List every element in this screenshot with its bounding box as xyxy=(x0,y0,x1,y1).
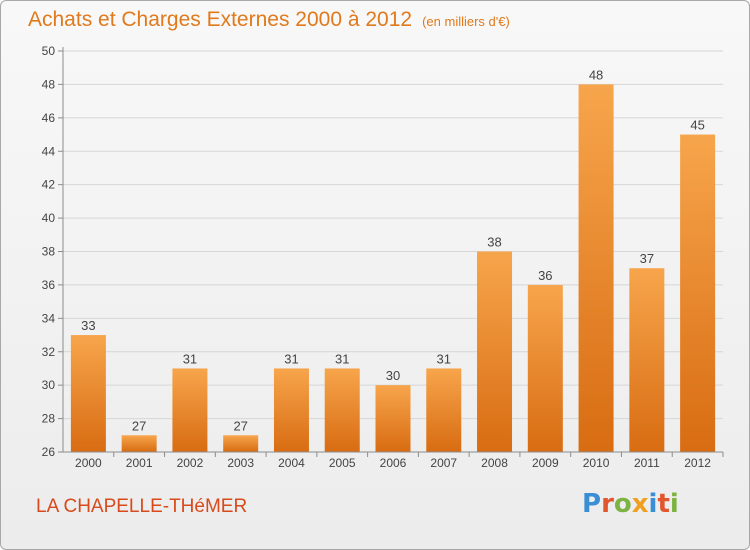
x-tick-label: 2004 xyxy=(278,456,305,470)
axes xyxy=(62,47,723,453)
x-tick-label: 2010 xyxy=(583,456,610,470)
bar-2000 xyxy=(70,335,106,452)
y-tick-label: 28 xyxy=(42,412,56,426)
brand-letter: i xyxy=(648,489,658,519)
data-label: 31 xyxy=(284,351,298,366)
y-tick-label: 30 xyxy=(42,378,56,392)
brand-letter: P xyxy=(582,489,602,519)
data-label: 27 xyxy=(233,418,247,433)
data-label: 38 xyxy=(487,235,501,250)
x-tick-label: 2002 xyxy=(177,456,204,470)
x-tick-label: 2001 xyxy=(126,456,153,470)
x-tick-labels: 2000 2001 2002 2003 2004 2005 2006 2007 2008 2009… xyxy=(75,452,724,470)
brand-logo: Proxiti xyxy=(582,489,679,519)
x-tick-label: 2008 xyxy=(481,456,508,470)
x-tick-label: 2007 xyxy=(430,456,457,470)
data-label: 31 xyxy=(183,351,197,366)
data-label: 31 xyxy=(335,351,349,366)
y-tick-label: 42 xyxy=(42,178,56,192)
x-tick-label: 2000 xyxy=(75,456,102,470)
chart-unit: (en milliers d'€) xyxy=(422,14,510,29)
data-label: 45 xyxy=(690,118,704,133)
y-tick-label: 36 xyxy=(42,278,56,292)
x-tick-label: 2011 xyxy=(634,456,660,470)
bar-2011 xyxy=(629,268,665,452)
bar-2005 xyxy=(324,368,360,452)
title-row: Achats et Charges Externes 2000 à 2012 (e… xyxy=(28,8,510,32)
bar-2004 xyxy=(273,368,309,452)
bar-2006 xyxy=(375,385,411,452)
bar-2001 xyxy=(121,435,157,452)
x-tick-label: 2009 xyxy=(532,456,559,470)
brand-letter: o xyxy=(613,489,632,519)
bar-2003 xyxy=(223,435,259,452)
y-tick-labels: 26 28 30 32 34 36 38 40 42 44 46 48 50 xyxy=(42,44,63,459)
brand-letter: x xyxy=(631,489,649,519)
brand-letter: i xyxy=(669,489,679,519)
bar-2009 xyxy=(527,284,563,452)
x-tick-label: 2003 xyxy=(227,456,254,470)
commune-name: LA CHAPELLE-THéMER xyxy=(36,496,248,517)
data-label: 48 xyxy=(589,67,603,82)
bar-2010 xyxy=(578,84,614,453)
y-tick-label: 48 xyxy=(42,77,56,91)
data-label: 31 xyxy=(437,351,451,366)
bar-2002 xyxy=(172,368,208,452)
brand-letter: t xyxy=(657,489,670,519)
y-tick-label: 32 xyxy=(42,345,56,359)
y-tick-label: 26 xyxy=(42,445,56,459)
chart-title: Achats et Charges Externes 2000 à 2012 xyxy=(28,8,413,31)
y-tick-label: 50 xyxy=(42,44,56,58)
data-label: 37 xyxy=(640,251,654,266)
x-tick-label: 2006 xyxy=(380,456,407,470)
bar-2008 xyxy=(477,251,513,452)
data-label: 36 xyxy=(538,268,552,283)
brand-letter: r xyxy=(601,489,614,519)
x-tick-label: 2005 xyxy=(329,456,356,470)
y-tick-label: 46 xyxy=(42,111,56,125)
x-tick-label: 2012 xyxy=(684,456,711,470)
data-label: 33 xyxy=(81,318,95,333)
bar-2012 xyxy=(680,134,716,452)
bar-2007 xyxy=(426,368,462,452)
data-label: 30 xyxy=(386,368,400,383)
y-tick-label: 34 xyxy=(42,311,56,325)
y-tick-label: 40 xyxy=(42,211,56,225)
data-label: 27 xyxy=(132,418,146,433)
y-tick-label: 44 xyxy=(42,144,56,158)
bars xyxy=(70,84,716,453)
y-tick-label: 38 xyxy=(42,245,56,259)
data-labels: 33 27 31 27 31 31 30 31 38 36 48 37 45 xyxy=(81,67,705,433)
